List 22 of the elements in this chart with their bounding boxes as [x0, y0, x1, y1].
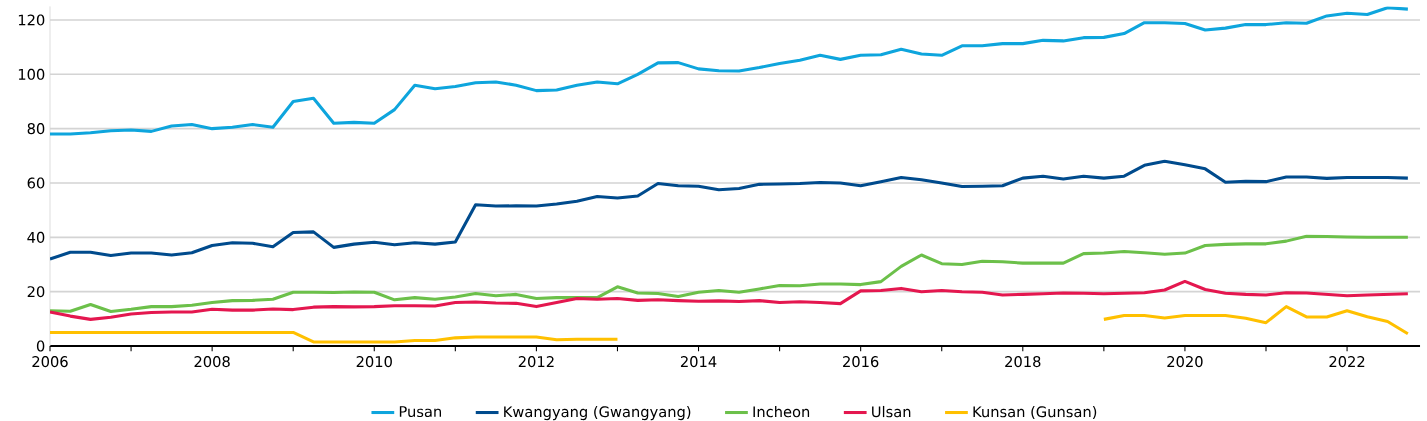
y-tick-label: 120	[18, 14, 45, 26]
y-tick-label: 40	[27, 231, 45, 243]
x-tick-label: 2022	[1329, 356, 1365, 368]
x-tick-label: 2006	[32, 356, 68, 368]
legend-label: Pusan	[399, 406, 441, 418]
legend-label: Kwangyang (Gwangyang)	[504, 405, 691, 421]
x-tick-label: 2018	[1005, 356, 1041, 368]
x-tick-label: 2008	[194, 356, 230, 368]
x-tick-label: 2010	[356, 356, 392, 368]
legend-label: Ulsan	[872, 405, 911, 418]
x-tick-label: 2012	[518, 356, 554, 368]
y-tick-label: 100	[18, 68, 45, 80]
y-tick-label: 80	[27, 123, 45, 135]
legend-label: Kunsan (Gunsan)	[973, 405, 1097, 419]
x-tick-label: 2014	[680, 356, 717, 368]
y-tick-label: 20	[27, 286, 45, 298]
legend-label: Incheon	[753, 405, 810, 418]
y-tick-label: 0	[36, 340, 45, 352]
x-tick-label: 2016	[843, 356, 879, 368]
line-series	[50, 6, 1410, 136]
y-tick-label: 60	[27, 177, 45, 189]
x-tick-label: 2020	[1167, 356, 1203, 368]
